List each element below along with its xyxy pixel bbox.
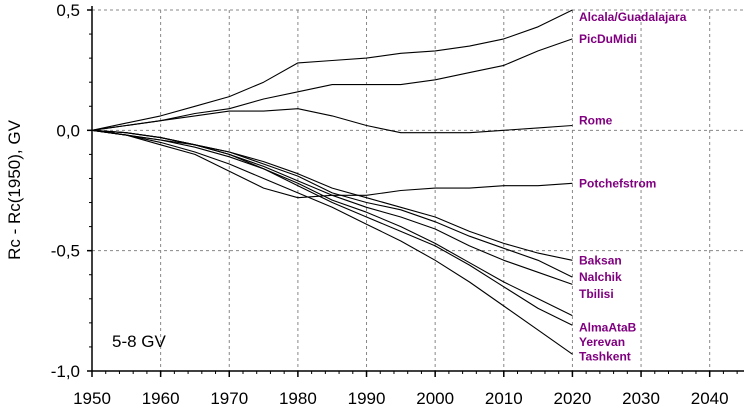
x-tick-label: 2040 <box>691 389 729 408</box>
series-label: Rome <box>579 114 613 128</box>
y-tick-label: -1,0 <box>51 362 80 381</box>
series-lines <box>91 9 573 355</box>
axes: 0,5 0,0 -0,5 -1,0 1950 1960 1970 1980 1990 2000 20… <box>51 1 744 408</box>
grid-lines <box>92 9 744 371</box>
y-axis-title: Rc - Rc(1950), GV <box>5 119 24 259</box>
x-tick-label: 1970 <box>210 389 248 408</box>
range-annotation: 5-8 GV <box>112 332 167 351</box>
series-label: Potchefstrom <box>579 176 656 190</box>
series-label: Yerevan <box>579 335 625 349</box>
x-tick-label: 2000 <box>416 389 454 408</box>
y-tick-label: 0,5 <box>56 1 80 20</box>
series-line <box>91 9 573 131</box>
series-line <box>91 129 573 326</box>
y-tick-label: 0,0 <box>56 121 80 140</box>
x-tick-label: 1980 <box>279 389 317 408</box>
x-tick-label: 2020 <box>554 389 592 408</box>
series-line <box>91 129 573 317</box>
series-line <box>91 129 573 278</box>
series-line <box>91 108 573 134</box>
x-tick-label: 2030 <box>622 389 660 408</box>
series-line <box>91 129 573 355</box>
y-tick-label: -0,5 <box>51 242 80 261</box>
series-label: Nalchik <box>579 270 622 284</box>
series-labels: Alcala/Guadalajara PicDuMidi Rome Potchefst… <box>579 10 687 363</box>
series-label: AlmaAtaB <box>579 321 637 335</box>
series-label: PicDuMidi <box>579 32 637 46</box>
x-tick-label: 2010 <box>485 389 523 408</box>
series-line <box>91 38 573 131</box>
series-label: Tbilisi <box>579 287 614 301</box>
series-label: Baksan <box>579 253 622 267</box>
series-label: Alcala/Guadalajara <box>579 10 687 24</box>
series-line <box>91 129 573 285</box>
series-label: Tashkent <box>579 350 631 364</box>
x-tick-label: 1950 <box>73 389 111 408</box>
x-tick-label: 1960 <box>142 389 180 408</box>
x-tick-label: 1990 <box>348 389 386 408</box>
